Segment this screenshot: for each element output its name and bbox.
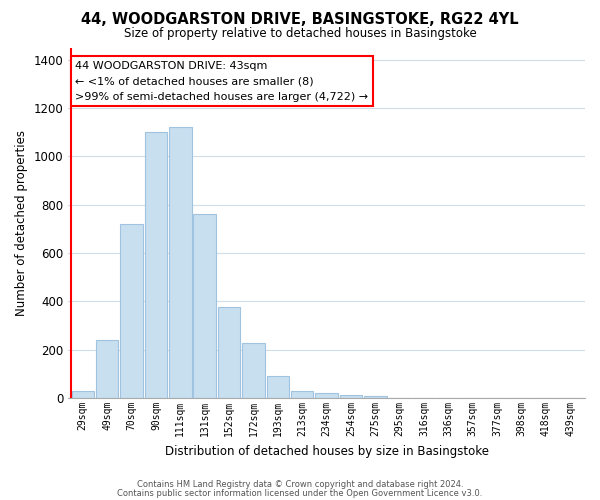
Bar	[169, 128, 191, 398]
Bar	[340, 394, 362, 398]
Bar	[291, 391, 313, 398]
Text: Size of property relative to detached houses in Basingstoke: Size of property relative to detached ho…	[124, 28, 476, 40]
Text: Contains HM Land Registry data © Crown copyright and database right 2024.: Contains HM Land Registry data © Crown c…	[137, 480, 463, 489]
X-axis label: Distribution of detached houses by size in Basingstoke: Distribution of detached houses by size …	[164, 444, 488, 458]
Bar	[316, 394, 338, 398]
Y-axis label: Number of detached properties: Number of detached properties	[15, 130, 28, 316]
Bar	[96, 340, 118, 398]
Bar	[266, 376, 289, 398]
Bar	[218, 308, 240, 398]
Bar	[71, 391, 94, 398]
Bar	[242, 342, 265, 398]
Bar	[193, 214, 216, 398]
Bar	[145, 132, 167, 398]
Text: Contains public sector information licensed under the Open Government Licence v3: Contains public sector information licen…	[118, 488, 482, 498]
Text: 44, WOODGARSTON DRIVE, BASINGSTOKE, RG22 4YL: 44, WOODGARSTON DRIVE, BASINGSTOKE, RG22…	[81, 12, 519, 28]
Text: 44 WOODGARSTON DRIVE: 43sqm
← <1% of detached houses are smaller (8)
>99% of sem: 44 WOODGARSTON DRIVE: 43sqm ← <1% of det…	[76, 61, 368, 102]
Bar	[364, 396, 386, 398]
Bar	[121, 224, 143, 398]
